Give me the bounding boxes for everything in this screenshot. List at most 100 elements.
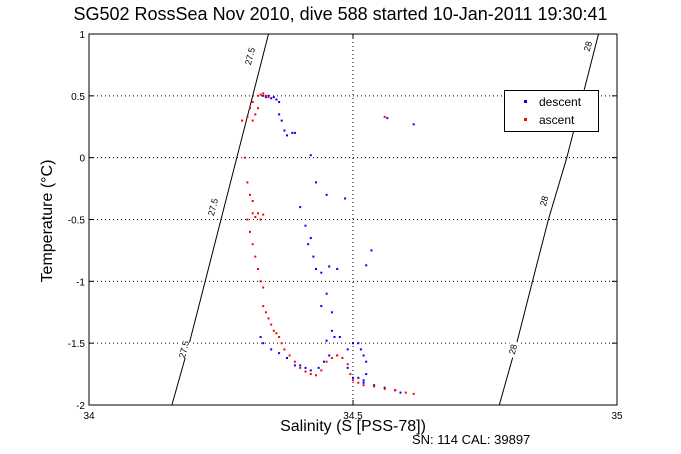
ascent-point	[267, 96, 270, 99]
ascent-point	[404, 391, 407, 394]
ascent-point	[246, 218, 249, 221]
ascent-marker	[513, 112, 539, 128]
ascent-point	[315, 374, 317, 377]
x-tick-label: 34.5	[343, 411, 363, 422]
descent-point	[291, 131, 294, 134]
ascent-point	[275, 332, 278, 335]
descent-point	[264, 96, 267, 99]
contour-label: 28	[507, 343, 519, 355]
ascent-point	[262, 213, 265, 216]
ascent-point	[264, 311, 267, 314]
density-contours: 27.5 27.5 27.5 28 28 28	[171, 33, 599, 406]
ascent-point	[288, 354, 291, 357]
data-points	[241, 92, 415, 395]
ascent-point	[309, 373, 312, 376]
x-tick-label: 35	[611, 411, 623, 422]
ascent-point	[278, 336, 281, 338]
descent-point	[278, 352, 281, 355]
legend-label-ascent: ascent	[539, 113, 575, 127]
descent-point	[320, 271, 323, 274]
descent-point	[357, 376, 360, 379]
y-tick-label: 1	[79, 30, 85, 41]
contour-label: 27.5	[177, 340, 191, 359]
ascent-point	[270, 323, 273, 326]
descent-point	[325, 339, 328, 342]
descent-point	[286, 357, 288, 359]
descent-point	[317, 366, 320, 369]
contour-label-bg	[581, 37, 595, 56]
ascent-point	[373, 385, 376, 388]
descent-point	[309, 237, 312, 239]
contour-label: 28	[582, 40, 594, 52]
descent-point	[365, 373, 368, 376]
ascent-point	[259, 280, 262, 283]
contour-label-bg	[177, 340, 191, 359]
legend-label-descent: descent	[539, 95, 582, 109]
ascent-point	[383, 115, 386, 118]
ascent-point	[257, 107, 259, 110]
descent-point	[278, 101, 281, 103]
descent-point	[338, 336, 341, 338]
descent-point	[262, 94, 265, 97]
descent-point	[357, 342, 360, 345]
ascent-point	[254, 216, 257, 218]
y-tick-label: -0.5	[68, 216, 86, 227]
ascent-point	[254, 255, 257, 258]
ascent-point	[394, 389, 397, 392]
descent-point	[309, 154, 312, 157]
descent-point	[315, 268, 317, 270]
ascent-point	[346, 363, 349, 366]
descent-point	[325, 193, 328, 196]
ascent-point	[383, 387, 386, 390]
legend-item-ascent: ascent	[513, 112, 574, 128]
ascent-point	[257, 212, 259, 215]
descent-point	[359, 348, 362, 351]
ascent-point	[272, 329, 275, 332]
ascent-point	[251, 243, 254, 246]
ascent-point	[299, 366, 302, 369]
descent-point	[330, 329, 333, 332]
ascent-point	[249, 230, 251, 233]
descent-point	[365, 264, 368, 267]
descent-marker	[513, 94, 539, 110]
ascent-point	[304, 370, 307, 373]
ascent-point	[267, 317, 270, 320]
ascent-point	[257, 94, 259, 97]
ascent-point	[246, 115, 249, 118]
ascent-point	[249, 193, 251, 196]
chart-title: SG502 RossSea Nov 2010, dive 588 started…	[73, 4, 608, 24]
descent-point	[412, 123, 415, 126]
ascent-point	[336, 354, 339, 357]
descent-point	[270, 348, 273, 351]
y-tick-label: -1.5	[68, 339, 86, 350]
descent-point	[280, 119, 283, 122]
ascent-point	[251, 101, 254, 103]
y-tick-label: -2	[76, 401, 85, 412]
descent-point	[323, 360, 325, 363]
descent-point	[259, 336, 262, 338]
ascent-point	[352, 379, 354, 382]
descent-point	[312, 255, 315, 258]
ascent-point	[257, 268, 259, 270]
contour-label: 27.5	[243, 47, 257, 66]
ascent-point	[249, 107, 251, 110]
x-tick-label: 34	[83, 411, 95, 422]
descent-point	[352, 342, 354, 345]
descent-point	[399, 391, 402, 394]
descent-point	[344, 197, 347, 200]
ascent-point	[283, 348, 286, 351]
serial-cal-footer: SN: 114 CAL: 39897	[412, 432, 531, 447]
descent-point	[330, 311, 333, 314]
descent-point	[299, 364, 302, 367]
ascent-point	[262, 305, 265, 308]
descent-point	[373, 384, 376, 387]
ascent-point	[341, 357, 344, 359]
ascent-point	[357, 381, 360, 384]
descent-point	[383, 386, 386, 389]
y-tick-label: 0	[79, 154, 85, 165]
contour-label-bg	[506, 340, 520, 359]
y-tick-label: -1	[76, 277, 85, 288]
descent-point	[304, 224, 307, 227]
